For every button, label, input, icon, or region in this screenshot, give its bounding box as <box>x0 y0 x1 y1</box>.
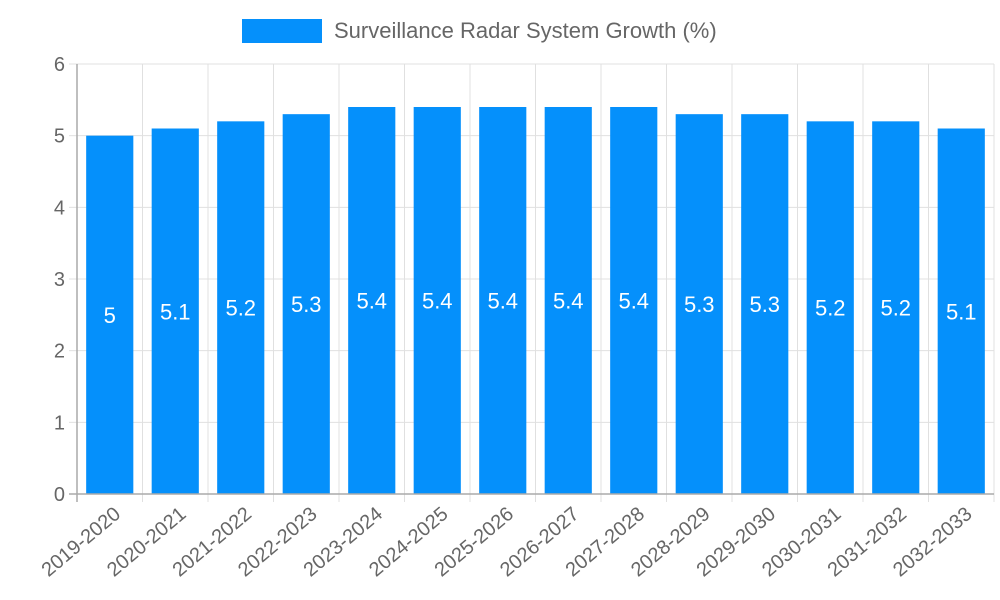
bar[interactable] <box>610 107 658 494</box>
bar-value-label: 5.2 <box>880 296 911 321</box>
bar[interactable] <box>217 121 265 494</box>
y-tick-label: 4 <box>54 197 65 219</box>
bar[interactable] <box>282 114 330 495</box>
bar-value-label: 5.3 <box>291 292 322 317</box>
bar-value-label: 5.4 <box>487 289 518 314</box>
bar-value-label: 5.4 <box>618 289 649 314</box>
bar[interactable] <box>348 107 396 494</box>
y-tick-label: 1 <box>54 412 65 434</box>
bar-value-label: 5.3 <box>749 292 780 317</box>
bar-value-label: 5.2 <box>225 296 256 321</box>
legend-label: Surveillance Radar System Growth (%) <box>334 18 717 43</box>
bar-value-label: 5.1 <box>946 299 977 324</box>
bar[interactable] <box>806 121 854 494</box>
bar[interactable] <box>937 128 985 495</box>
bar-value-label: 5 <box>104 303 116 328</box>
bar-value-label: 5.4 <box>356 289 387 314</box>
bar-value-label: 5.3 <box>684 292 715 317</box>
bar[interactable] <box>479 107 527 494</box>
bar-value-label: 5.2 <box>815 296 846 321</box>
bar[interactable] <box>151 128 199 495</box>
y-tick-label: 3 <box>54 269 65 291</box>
bar[interactable] <box>741 114 789 495</box>
y-tick-label: 2 <box>54 341 65 363</box>
bar[interactable] <box>872 121 920 494</box>
bar-value-label: 5.1 <box>160 299 191 324</box>
legend-swatch <box>242 19 322 43</box>
bar[interactable] <box>544 107 592 494</box>
y-tick-label: 6 <box>54 54 65 76</box>
bar[interactable] <box>413 107 461 494</box>
bar-value-label: 5.4 <box>422 289 453 314</box>
chart-legend[interactable]: Surveillance Radar System Growth (%) <box>242 18 717 44</box>
bar[interactable] <box>86 135 134 494</box>
y-tick-label: 5 <box>54 126 65 148</box>
bar-value-label: 5.4 <box>553 289 584 314</box>
y-tick-label: 0 <box>54 484 65 506</box>
bar[interactable] <box>675 114 723 495</box>
